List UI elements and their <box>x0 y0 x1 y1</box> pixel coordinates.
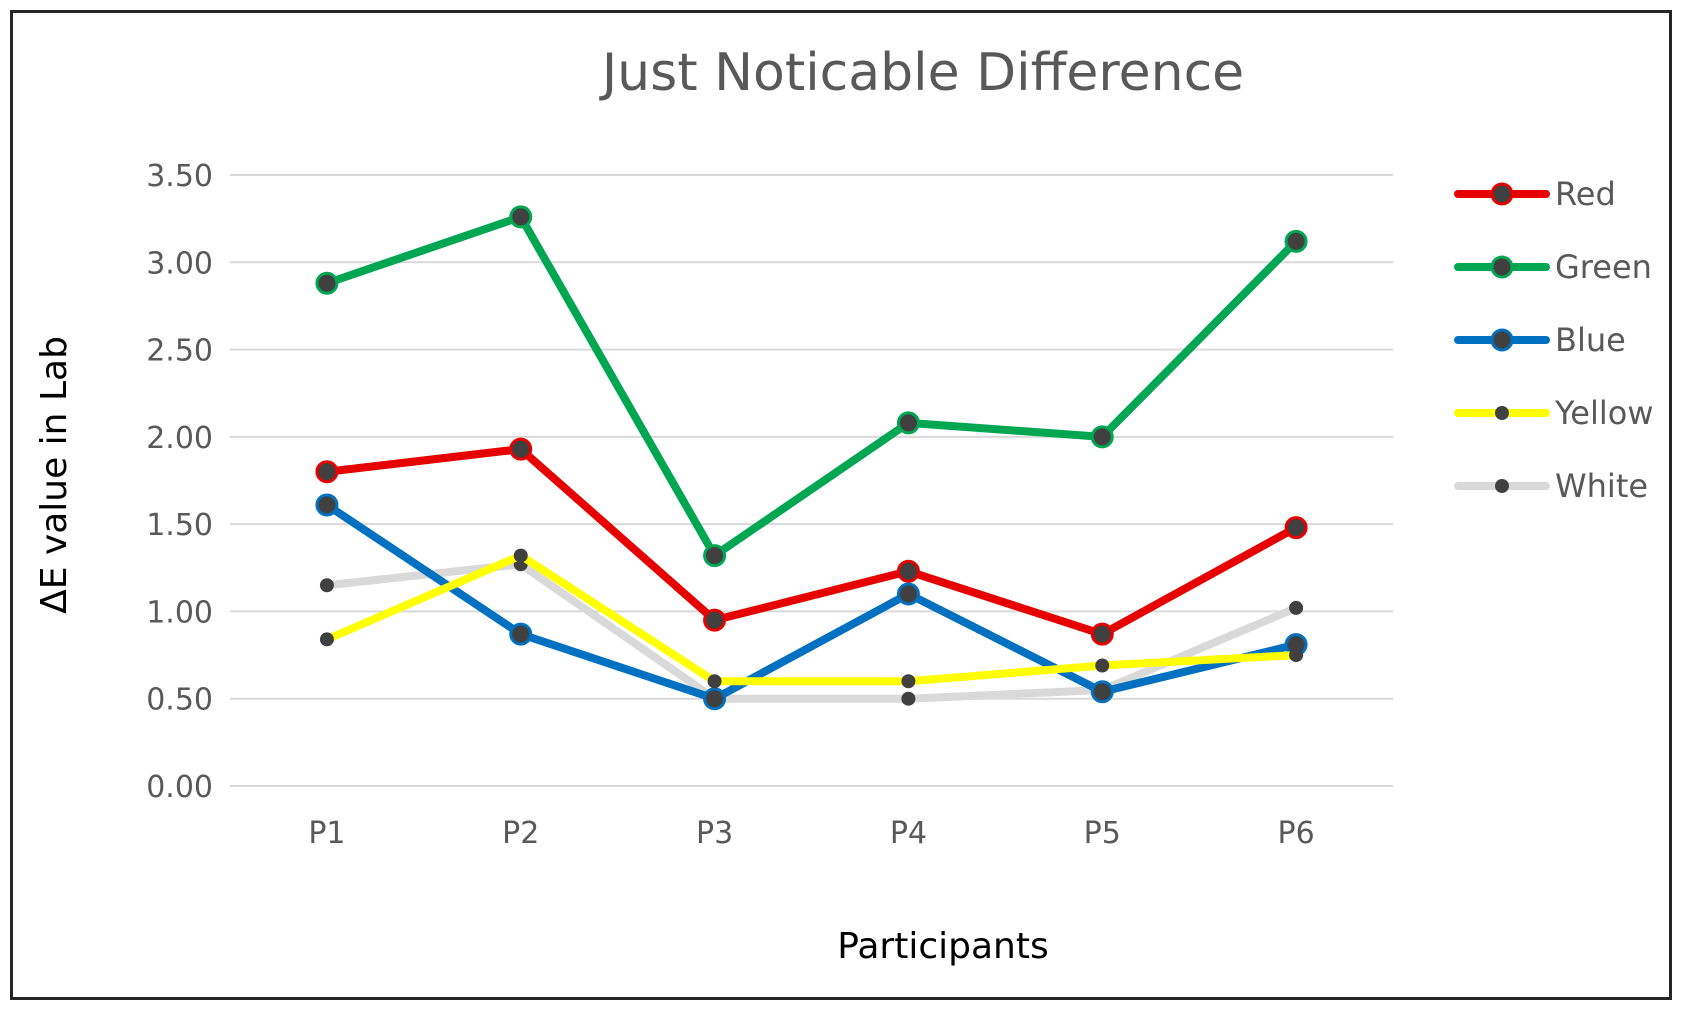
series-line <box>322 551 1301 686</box>
x-tick-label: P6 <box>1277 816 1314 851</box>
y-tick-label: 1.00 <box>146 595 213 630</box>
data-point <box>703 687 727 711</box>
y-tick-label: 0.00 <box>146 770 213 805</box>
legend-marker <box>1495 479 1509 493</box>
legend-marker <box>1490 182 1514 206</box>
legend-item-green: Green <box>1454 248 1652 286</box>
legend-marker <box>1490 255 1514 279</box>
legend-item-white: White <box>1454 467 1648 505</box>
data-point <box>513 548 528 563</box>
x-tick-label: P5 <box>1084 816 1121 851</box>
legend-label: Yellow <box>1554 394 1654 432</box>
y-tick-label: 0.50 <box>146 683 213 718</box>
data-point <box>1289 600 1304 615</box>
x-tick-label: P4 <box>890 816 927 851</box>
data-point <box>509 622 533 646</box>
chart-title: Just Noticable Difference <box>599 43 1244 103</box>
data-point <box>319 578 334 593</box>
data-point <box>1284 516 1308 540</box>
data-point <box>1095 658 1110 673</box>
series-lines <box>315 205 1308 711</box>
line-chart: Just Noticable Difference 0.00 0.50 1.00 1.… <box>34 43 1654 967</box>
x-tick-label: P1 <box>308 816 345 851</box>
y-tick-label: 3.50 <box>146 159 213 194</box>
data-point <box>319 632 334 647</box>
legend: Red Green Blue Yellow White <box>1454 175 1654 505</box>
data-point <box>707 674 722 689</box>
series-green <box>315 205 1308 568</box>
data-point <box>315 460 339 484</box>
data-point <box>896 582 920 606</box>
x-tick-label: P3 <box>696 816 733 851</box>
gridlines <box>230 174 1393 787</box>
y-tick-label: 3.00 <box>146 246 213 281</box>
legend-label: White <box>1555 467 1648 505</box>
legend-label: Green <box>1555 248 1652 286</box>
data-point <box>509 437 533 461</box>
series-red <box>315 437 1308 646</box>
y-axis-ticks: 0.00 0.50 1.00 1.50 2.00 2.50 3.00 3.50 <box>146 159 213 805</box>
data-point <box>896 411 920 435</box>
legend-label: Red <box>1555 175 1616 213</box>
series-yellow <box>319 548 1304 689</box>
data-point <box>1090 622 1114 646</box>
series-line <box>322 445 1301 639</box>
data-point <box>901 674 916 689</box>
data-point <box>509 205 533 229</box>
y-tick-label: 1.50 <box>146 508 213 543</box>
series-line <box>322 212 1301 560</box>
x-axis-title: Participants <box>837 926 1048 967</box>
data-point <box>901 691 916 706</box>
data-point <box>315 493 339 517</box>
legend-item-red: Red <box>1454 175 1616 213</box>
data-point <box>1090 680 1114 704</box>
data-point <box>703 544 727 568</box>
data-point <box>1090 425 1114 449</box>
data-point <box>896 559 920 583</box>
data-point <box>1284 229 1308 253</box>
legend-item-yellow: Yellow <box>1454 394 1654 432</box>
legend-marker <box>1490 328 1514 352</box>
y-tick-label: 2.50 <box>146 334 213 369</box>
legend-label: Blue <box>1555 321 1626 359</box>
x-axis-ticks: P1 P2 P3 P4 P5 P6 <box>308 816 1314 851</box>
data-point <box>315 271 339 295</box>
series-line <box>322 500 1301 703</box>
legend-marker <box>1495 406 1509 420</box>
y-tick-label: 2.00 <box>146 421 213 456</box>
x-tick-label: P2 <box>502 816 539 851</box>
y-axis-title: ΔE value in Lab <box>34 336 75 614</box>
legend-item-blue: Blue <box>1454 321 1626 359</box>
data-point <box>1289 648 1304 663</box>
data-point <box>703 608 727 632</box>
chart-frame: Just Noticable Difference 0.00 0.50 1.00 1.… <box>10 10 1672 1000</box>
